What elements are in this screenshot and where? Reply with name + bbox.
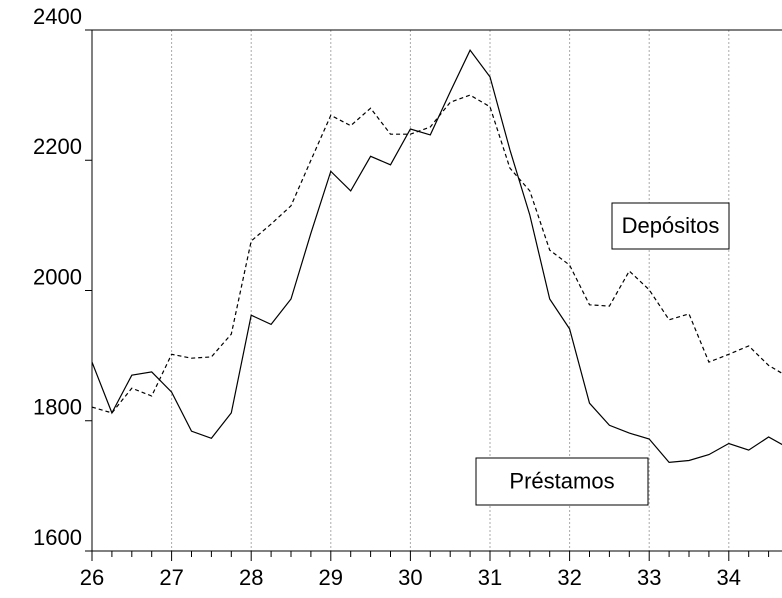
y-tick-label: 1600 <box>33 525 82 550</box>
y-tick-label: 2000 <box>33 264 82 289</box>
x-tick-label: 28 <box>239 565 263 590</box>
x-tick-label: 26 <box>80 565 104 590</box>
series-label: Depósitos <box>622 213 720 238</box>
y-tick-label: 2400 <box>33 4 82 29</box>
x-tick-label: 32 <box>557 565 581 590</box>
x-tick-label: 27 <box>159 565 183 590</box>
y-tick-label: 2200 <box>33 134 82 159</box>
series-label-box <box>611 202 730 250</box>
y-tick-label: 1800 <box>33 395 82 420</box>
x-tick-label: 29 <box>319 565 343 590</box>
axes: 1600 1800 2000 2200 2400 26 27 28 29 30 31 32 33 34 <box>33 4 770 590</box>
x-tick-label: 34 <box>717 565 741 590</box>
series-label-box <box>475 457 649 506</box>
series-line <box>92 49 782 464</box>
x-tick-label: 33 <box>637 565 661 590</box>
grid <box>171 30 730 551</box>
series-label: Préstamos <box>509 468 614 493</box>
plot-area <box>92 49 782 464</box>
series-line <box>92 94 782 414</box>
x-tick-label: 30 <box>398 565 422 590</box>
x-tick-label: 31 <box>478 565 502 590</box>
